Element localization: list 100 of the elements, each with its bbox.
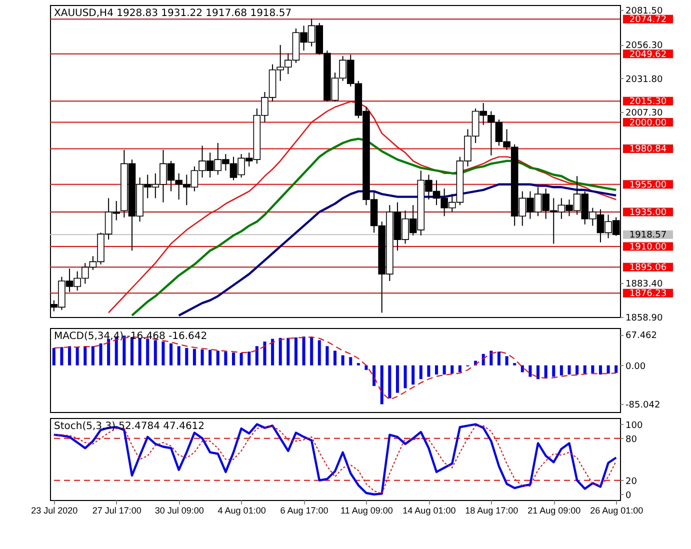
bar	[591, 365, 594, 374]
bar	[162, 342, 165, 366]
bar	[138, 338, 142, 366]
bar	[232, 352, 235, 366]
x-tick-label: 23 Jul 2020	[31, 506, 78, 516]
y-tick-label: 1858.90	[626, 314, 663, 324]
bar	[614, 365, 618, 373]
ref-line-label: 1876.23	[629, 289, 667, 300]
y-tick-label: 80	[626, 434, 638, 445]
bar	[372, 365, 376, 386]
bar	[200, 349, 204, 366]
bar	[380, 365, 384, 404]
y-tick-label: 0	[626, 490, 632, 501]
y-tick-label: 0.00	[626, 362, 646, 372]
x-tick-label: 18 Aug 17:00	[465, 506, 518, 516]
bar	[606, 365, 610, 374]
bar	[482, 354, 485, 366]
ref-line-label: 1910.00	[629, 242, 667, 252]
bar	[326, 346, 329, 366]
ref-line-label: 1895.06	[629, 263, 667, 274]
line-series	[130, 138, 618, 317]
bar	[154, 340, 157, 366]
bar	[364, 365, 368, 370]
bar	[294, 337, 298, 366]
y-tick-label: 2007.30	[626, 108, 663, 119]
bar	[497, 352, 500, 366]
y-tick-label: 2056.30	[626, 41, 663, 52]
bar	[505, 356, 508, 366]
bar	[99, 343, 102, 366]
ref-line-label: 1980.84	[629, 144, 667, 155]
bar	[404, 365, 407, 388]
bar	[341, 355, 344, 366]
y-tick-label: 67.462	[626, 331, 657, 342]
bar	[107, 338, 110, 366]
bar	[435, 365, 438, 375]
bar	[458, 365, 462, 372]
bar	[490, 350, 493, 366]
bar	[442, 365, 446, 375]
bar	[146, 338, 150, 366]
x-tick-label: 14 Aug 01:00	[402, 506, 456, 516]
x-tick-label: 21 Aug 09:00	[528, 506, 581, 516]
ref-line-label: 1955.00	[629, 180, 667, 190]
bar	[560, 365, 563, 376]
bar	[412, 365, 415, 385]
bar	[520, 365, 524, 372]
bar	[302, 336, 306, 366]
bar	[419, 365, 422, 380]
bar	[286, 338, 290, 366]
bar	[52, 348, 56, 366]
bar	[450, 365, 454, 374]
y-tick-label: 1883.40	[626, 280, 663, 290]
bar	[318, 340, 321, 366]
bar	[278, 338, 282, 366]
bar	[248, 352, 251, 366]
bar	[122, 336, 126, 366]
bar	[536, 365, 540, 380]
bar	[598, 365, 602, 375]
ref-line-label: 2015.30	[629, 97, 667, 108]
bar	[576, 365, 579, 375]
ref-line-label: 1918.57	[629, 230, 667, 241]
y-tick-label: 2081.50	[626, 6, 663, 16]
bar	[192, 348, 196, 366]
bar	[583, 365, 586, 374]
bar	[552, 365, 556, 377]
bar	[310, 337, 314, 366]
bar	[208, 350, 212, 366]
bar	[170, 343, 173, 366]
bar	[185, 348, 188, 366]
bar	[60, 347, 64, 366]
bar	[263, 342, 266, 366]
bar	[91, 346, 94, 366]
chart-title: XAUUSD,H4 1928.83 1931.22 1917.68 1918.57	[54, 8, 292, 19]
bar	[240, 353, 243, 366]
y-tick-label: -85.042	[626, 400, 660, 411]
ref-line-label: 2000.00	[629, 118, 667, 128]
x-tick-label: 6 Aug 17:00	[280, 506, 328, 516]
y-tick-label: 2031.80	[626, 74, 663, 85]
bar	[349, 357, 352, 366]
chart-title: Stoch(5,3,3) 52.4784 47.4612	[54, 421, 205, 432]
bar	[216, 350, 220, 366]
bar	[388, 365, 392, 398]
x-tick-label: 4 Aug 01:00	[218, 506, 266, 516]
y-tick-label: 20	[626, 476, 638, 487]
bar	[568, 365, 571, 375]
bar	[224, 352, 228, 366]
bar	[528, 365, 532, 377]
x-tick-label: 11 Aug 09:00	[340, 506, 393, 516]
x-tick-label: 27 Jul 17:00	[92, 506, 142, 516]
bar	[177, 346, 180, 366]
ref-line-label: 2049.62	[629, 50, 667, 60]
bar	[396, 365, 399, 393]
bar	[255, 346, 258, 366]
x-tick-label: 26 Aug 01:00	[590, 506, 644, 516]
bar	[84, 346, 87, 366]
y-tick-label: 100	[626, 420, 643, 431]
bar	[427, 365, 430, 377]
bar	[271, 338, 274, 366]
bar	[68, 346, 72, 366]
line-series	[178, 183, 618, 317]
x-tick-label: 30 Jul 09:00	[154, 506, 204, 516]
